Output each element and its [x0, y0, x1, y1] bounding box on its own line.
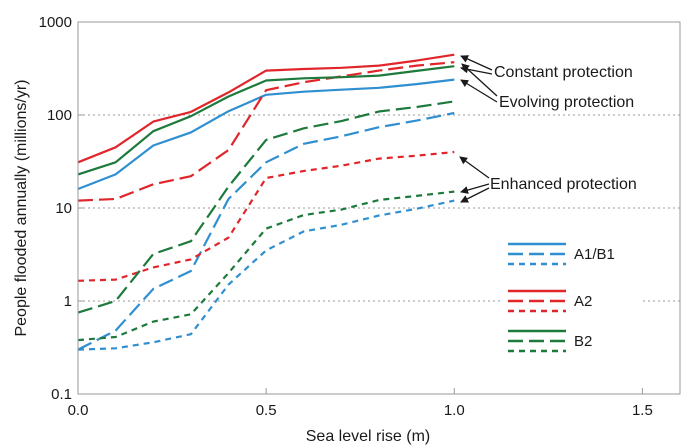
y-tick-label: 1 [64, 293, 72, 310]
legend-entry-bg [503, 283, 643, 325]
annotation-bg-evolving [496, 90, 674, 112]
series-line-a1b1-evolving [77, 111, 455, 351]
series-line-a1b1-enhanced [77, 199, 455, 351]
annotation-arrow [461, 63, 498, 97]
legend-label: A1/B1 [574, 246, 615, 263]
y-axis-label: People flooded annually (millions/yr) [13, 79, 30, 336]
x-tick-label: 0.5 [256, 402, 277, 419]
annotation-arrow [460, 187, 490, 203]
annotation-bg-constant [490, 60, 672, 82]
tick-layer: 0.1 1 10 100 1000 0.0 0.5 1.0 1.5 [39, 14, 653, 419]
series-line-a2-evolving [77, 61, 455, 202]
annotation-enhanced-protection: Enhanced protection [490, 176, 637, 193]
x-tick-label: 1.5 [632, 402, 653, 419]
series-layer [77, 53, 455, 351]
y-tick-label: 0.1 [51, 386, 72, 403]
y-tick-label: 10 [55, 200, 72, 217]
annotation-evolving-protection: Evolving protection [499, 94, 634, 111]
x-tick-label: 0.0 [68, 402, 89, 419]
series-line-a2-constant [77, 53, 455, 164]
annotation-constant-protection: Constant protection [494, 64, 633, 81]
annotation-arrow [460, 65, 493, 75]
annotation-arrow [459, 156, 490, 179]
annotations: Constant protection Evolving protection … [459, 55, 674, 203]
legend-label: A2 [574, 293, 592, 310]
legend-entry-bg [503, 236, 643, 278]
x-axis-label: Sea level rise (m) [306, 428, 430, 445]
series-line-a1b1-constant [77, 78, 455, 191]
annotation-arrow [460, 55, 493, 71]
series-line-b2-evolving [77, 100, 455, 314]
y-tick-label: 1000 [39, 14, 72, 31]
x-tick-label: 1.0 [444, 402, 465, 419]
annotation-arrow [460, 79, 498, 103]
series-line-b2-constant [77, 65, 455, 176]
annotation-bg-enhanced [487, 172, 673, 194]
legend-label: B2 [574, 333, 592, 350]
series-line-b2-enhanced [77, 190, 455, 342]
legend-entry-bg [503, 323, 643, 365]
y-tick-label: 100 [47, 107, 72, 124]
legend: A1/B1 A2 B2 [503, 236, 643, 365]
series-line-a2-enhanced [77, 150, 455, 282]
annotation-arrow [460, 183, 490, 194]
